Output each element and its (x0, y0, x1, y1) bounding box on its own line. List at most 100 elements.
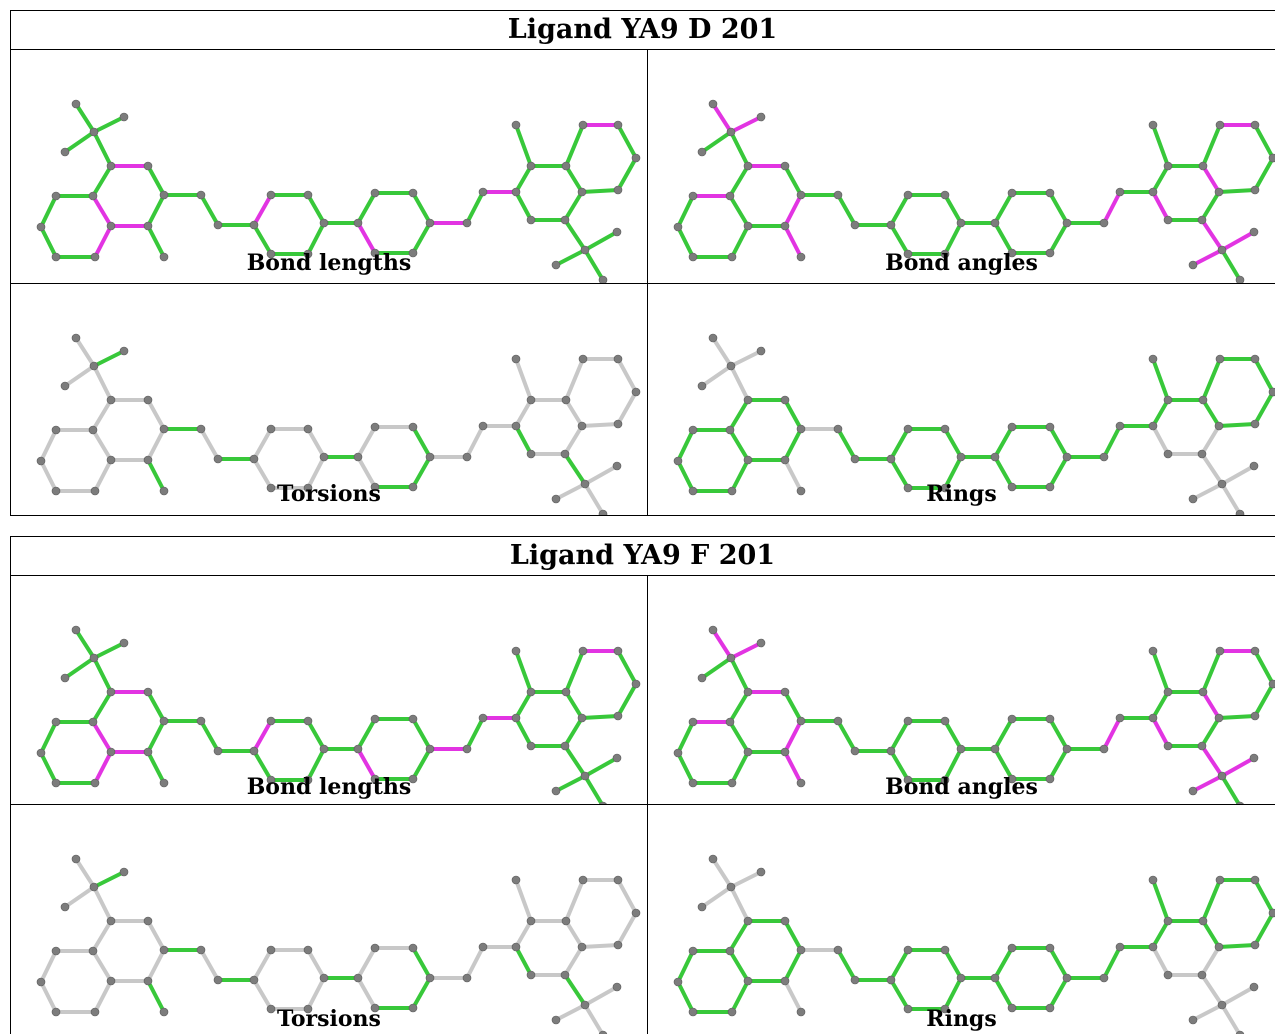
bond (783, 193, 803, 228)
atom (940, 190, 950, 200)
bond (39, 194, 58, 229)
atom (756, 112, 766, 122)
bond (554, 482, 587, 501)
bond (730, 979, 750, 1014)
atom (780, 916, 790, 926)
bond (199, 719, 220, 753)
atom (408, 188, 418, 198)
atom (370, 943, 380, 953)
atom (990, 218, 1000, 228)
atom (697, 147, 707, 157)
atom (143, 976, 153, 986)
atom (903, 1004, 913, 1014)
atom (196, 424, 206, 434)
bond (1253, 357, 1275, 394)
atom (143, 687, 153, 697)
bond (564, 690, 584, 720)
atom (1217, 479, 1227, 489)
ligand-block: Ligand YA9 D 201 Bond lengths Bond angle… (10, 10, 1275, 516)
atom (1062, 744, 1072, 754)
panel-caption: Torsions (277, 481, 381, 507)
bond (514, 919, 533, 949)
atom (903, 716, 913, 726)
bond (563, 452, 587, 486)
atom (577, 187, 587, 197)
atom (673, 977, 683, 987)
atom (1148, 120, 1158, 130)
atom (1148, 421, 1158, 431)
bond (616, 156, 638, 192)
bond (563, 744, 587, 778)
bond (252, 948, 273, 982)
bond (993, 747, 1014, 781)
atom (408, 1003, 418, 1013)
bond (74, 336, 96, 368)
atom (1163, 395, 1173, 405)
atom (903, 945, 913, 955)
atom (36, 456, 46, 466)
atom (743, 161, 753, 171)
atom (1250, 120, 1260, 130)
bond (199, 948, 220, 982)
atom (551, 786, 561, 796)
bond (580, 943, 620, 949)
bond (564, 164, 584, 194)
bond (411, 717, 432, 751)
atom (90, 252, 100, 262)
atom (526, 449, 536, 459)
atom (143, 455, 153, 465)
atom (106, 916, 116, 926)
bond (146, 750, 166, 785)
atom (727, 252, 737, 262)
atom (613, 120, 623, 130)
atom (1007, 714, 1017, 724)
atom (1148, 875, 1158, 885)
atom (561, 916, 571, 926)
bond (943, 719, 963, 751)
atom (51, 778, 61, 788)
bond (39, 980, 58, 1014)
atom (106, 976, 116, 986)
bond (1201, 690, 1221, 720)
bond (465, 424, 485, 459)
atom (580, 771, 590, 781)
bond (563, 945, 584, 977)
bond (514, 716, 533, 748)
bond (1220, 230, 1256, 252)
atom (708, 333, 718, 343)
atom (303, 716, 313, 726)
bond (1151, 123, 1170, 168)
atom (940, 1004, 950, 1014)
atom (51, 425, 61, 435)
atom (726, 361, 736, 371)
bond (92, 641, 126, 660)
atom (903, 483, 913, 493)
atom (1198, 395, 1208, 405)
bond (146, 719, 166, 754)
atom (726, 882, 736, 892)
atom (71, 333, 81, 343)
atom (51, 717, 61, 727)
bond (889, 719, 910, 753)
atom (1250, 354, 1260, 364)
atom (1197, 970, 1207, 980)
bond (783, 719, 803, 754)
atom (1214, 421, 1224, 431)
bond (580, 422, 620, 428)
bond (252, 749, 273, 782)
bond (39, 949, 58, 984)
atom (143, 161, 153, 171)
atom (303, 945, 313, 955)
atom (780, 687, 790, 697)
atom (688, 946, 698, 956)
bond (676, 194, 695, 229)
atom (697, 902, 707, 912)
bond (306, 193, 326, 225)
atom (780, 221, 790, 231)
atom (688, 778, 698, 788)
bond (1253, 911, 1275, 947)
atom (1099, 744, 1109, 754)
atom (511, 421, 521, 431)
atom (1062, 973, 1072, 983)
atom (578, 646, 588, 656)
